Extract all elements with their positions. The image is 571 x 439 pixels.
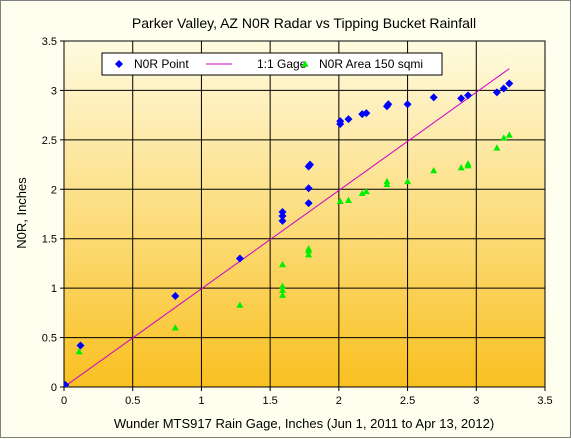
y-tick-label: 1.5 bbox=[42, 234, 57, 246]
data-point-n0r-area bbox=[75, 347, 83, 355]
x-tick-label: 0 bbox=[61, 395, 67, 407]
data-point-n0r-point bbox=[429, 93, 438, 102]
data-point-n0r-point bbox=[278, 208, 287, 217]
data-point-n0r-area bbox=[358, 189, 366, 197]
legend-item: N0R Point bbox=[115, 57, 189, 71]
y-tick-label: 2.5 bbox=[42, 135, 57, 147]
data-point-n0r-area bbox=[457, 164, 465, 171]
data-point-n0r-area bbox=[279, 282, 287, 289]
legend: N0R Point 1:1 Gage N0R Area 150 sqmi bbox=[101, 52, 443, 76]
x-tick-label: 1 bbox=[198, 395, 204, 407]
data-point-n0r-point bbox=[492, 88, 501, 97]
data-point-n0r-point bbox=[304, 199, 313, 208]
series-layer bbox=[64, 68, 514, 387]
grid-lines bbox=[64, 41, 545, 387]
data-point-n0r-point bbox=[464, 91, 473, 100]
legend-marker-diamond bbox=[115, 60, 123, 68]
series-line-1-1-gage bbox=[64, 68, 510, 387]
data-point-n0r-point bbox=[336, 117, 345, 126]
data-point-n0r-area bbox=[383, 177, 391, 185]
legend-label: N0R Area 150 sqmi bbox=[319, 57, 423, 71]
y-tick-label: 3 bbox=[51, 85, 57, 97]
data-point-n0r-point bbox=[457, 94, 466, 103]
x-axis-title: Wunder MTS917 Rain Gage, Inches (Jun 1, … bbox=[114, 416, 494, 431]
data-point-n0r-point bbox=[384, 100, 393, 109]
data-point-n0r-point bbox=[505, 79, 514, 88]
data-point-n0r-point bbox=[235, 254, 244, 263]
data-point-n0r-point bbox=[362, 109, 371, 118]
data-point-n0r-area bbox=[279, 291, 287, 298]
y-axis-ticks: 0 0.5 1 1.5 2 2.5 3 3.5 bbox=[42, 36, 64, 394]
data-point-n0r-area bbox=[279, 286, 287, 293]
x-tick-label: 3 bbox=[473, 395, 479, 407]
data-point-n0r-area bbox=[171, 324, 179, 331]
data-point-n0r-point bbox=[305, 160, 314, 169]
legend-label: 1:1 Gage bbox=[257, 57, 307, 71]
legend-marker-triangle bbox=[301, 60, 309, 67]
data-point-n0r-point bbox=[304, 184, 313, 193]
data-point-n0r-area bbox=[430, 167, 438, 174]
legend-box bbox=[101, 52, 443, 76]
x-tick-label: 2 bbox=[336, 395, 342, 407]
data-point-n0r-area bbox=[336, 197, 344, 204]
data-point-n0r-area bbox=[362, 187, 370, 195]
data-point-n0r-area bbox=[279, 260, 287, 268]
data-point-n0r-area bbox=[404, 177, 412, 185]
legend-label: N0R Point bbox=[134, 57, 189, 71]
data-point-n0r-area bbox=[344, 196, 352, 203]
x-tick-label: 0.5 bbox=[125, 395, 140, 407]
data-point-n0r-point bbox=[278, 216, 287, 225]
data-point-n0r-area bbox=[305, 245, 313, 252]
y-tick-label: 1 bbox=[51, 283, 57, 295]
data-point-n0r-area bbox=[305, 251, 313, 258]
legend-item: N0R Area 150 sqmi bbox=[301, 57, 423, 71]
data-point-n0r-point bbox=[403, 100, 412, 109]
data-point-n0r-point bbox=[499, 84, 508, 93]
data-point-n0r-area bbox=[236, 301, 244, 308]
y-tick-label: 0.5 bbox=[42, 333, 57, 345]
x-tick-label: 1.5 bbox=[262, 395, 277, 407]
data-point-n0r-area bbox=[505, 131, 513, 138]
y-axis-title: N0R, Inches bbox=[14, 177, 29, 249]
legend-item: 1:1 Gage bbox=[206, 57, 307, 71]
y-tick-label: 0 bbox=[51, 382, 57, 394]
x-tick-label: 3.5 bbox=[537, 395, 552, 407]
x-axis-ticks: 0 0.5 1 1.5 2 2.5 3 3.5 bbox=[61, 387, 553, 407]
x-tick-label: 2.5 bbox=[400, 395, 415, 407]
data-point-n0r-point bbox=[171, 292, 180, 301]
y-tick-label: 2 bbox=[51, 184, 57, 196]
y-tick-label: 3.5 bbox=[42, 36, 57, 48]
data-point-n0r-point bbox=[76, 341, 85, 350]
data-point-n0r-area bbox=[493, 144, 501, 151]
data-point-n0r-point bbox=[64, 381, 70, 387]
data-point-n0r-area bbox=[464, 160, 472, 167]
data-point-n0r-area bbox=[500, 134, 508, 141]
chart-title: Parker Valley, AZ N0R Radar vs Tipping B… bbox=[132, 15, 476, 31]
data-point-n0r-point bbox=[344, 115, 353, 124]
